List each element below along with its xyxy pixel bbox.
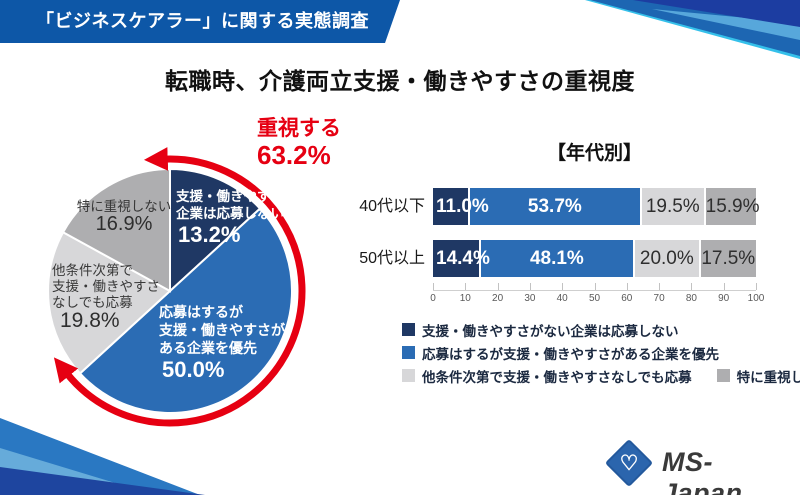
legend-swatch-lightgray bbox=[402, 369, 415, 382]
legend-swatch-navy bbox=[402, 323, 415, 336]
pie-annotation-important: 重視する 63.2% bbox=[257, 117, 341, 170]
pie-label-no-apply: 支援・働きやすさがない 企業は応募しない 13.2% bbox=[176, 189, 325, 247]
bar-segment: 19.5% bbox=[641, 188, 704, 225]
bar-segment: 17.5% bbox=[700, 240, 756, 277]
bar-segment: 14.4% bbox=[433, 240, 490, 277]
pie-annotation-value: 63.2% bbox=[257, 140, 331, 170]
legend-item-depends-and-not-important: 他条件次第で支援・働きやすさなしでも応募 特に重視しない bbox=[402, 368, 800, 385]
pie-label-depends: 他条件次第で 支援・働きやすさ なしでも応募 19.8% bbox=[52, 263, 160, 332]
x-axis-ticks bbox=[433, 283, 757, 290]
bottom-left-lightblue-wedge bbox=[0, 448, 155, 495]
legend-swatch-gray bbox=[716, 369, 730, 382]
pie-value-not-important: 16.9% bbox=[95, 213, 153, 235]
pie-label-not-important: 特に重視しない 16.9% bbox=[66, 199, 182, 235]
pie-value-depends: 19.8% bbox=[60, 309, 120, 332]
x-axis-labels: 0 10 20 30 40 50 60 70 80 90 100 bbox=[430, 293, 765, 304]
pie-chart bbox=[47, 147, 306, 427]
logo-wordmark: MS-Japan bbox=[662, 447, 743, 495]
pie-value-no-apply: 13.2% bbox=[178, 222, 241, 247]
bar-segment: 15.9% bbox=[705, 188, 760, 225]
emphasis-arc-arrow bbox=[53, 147, 306, 427]
pie-slice-no-apply bbox=[169, 167, 262, 294]
page-title: 転職時、介護両立支援・働きやすさの重視度 bbox=[165, 68, 635, 94]
legend-swatch-blue bbox=[402, 346, 415, 359]
pie-value-prioritize: 50.0% bbox=[162, 357, 225, 382]
header-banner: 「ビジネスケアラー」に関する実態調査 bbox=[0, 0, 400, 43]
bar-segment: 11.0% bbox=[433, 188, 489, 225]
bar-segment: 20.0% bbox=[635, 240, 699, 277]
bar-row-label-over50: 50代以上 bbox=[359, 250, 425, 267]
bottom-left-navy-triangle bbox=[0, 467, 205, 495]
stacked-bar-over50: 14.4% 48.1% 20.0% 17.5% bbox=[433, 240, 756, 277]
bar-row-label-under40: 40代以下 bbox=[359, 198, 425, 215]
bar-chart-title: 【年代別】 bbox=[546, 143, 642, 164]
bar-segment: 53.7% bbox=[469, 188, 640, 225]
pie-label-prioritize: 応募はするが 支援・働きやすさが ある企業を優先 50.0% bbox=[159, 304, 285, 382]
ms-japan-logo: ♡ MS-Japan bbox=[602, 436, 792, 495]
legend-item-prioritize: 応募はするが支援・働きやすさがある企業を優先 bbox=[402, 345, 719, 362]
legend-item-no-apply: 支援・働きやすさがない企業は応募しない bbox=[402, 322, 679, 339]
x-axis-line bbox=[433, 290, 756, 291]
logo-heart-icon: ♡ bbox=[619, 451, 639, 475]
header-banner-text: 「ビジネスケアラー」に関する実態調査 bbox=[36, 11, 369, 31]
bar-segment: 48.1% bbox=[480, 240, 634, 277]
stacked-bar-under40: 11.0% 53.7% 19.5% 15.9% bbox=[433, 188, 760, 225]
